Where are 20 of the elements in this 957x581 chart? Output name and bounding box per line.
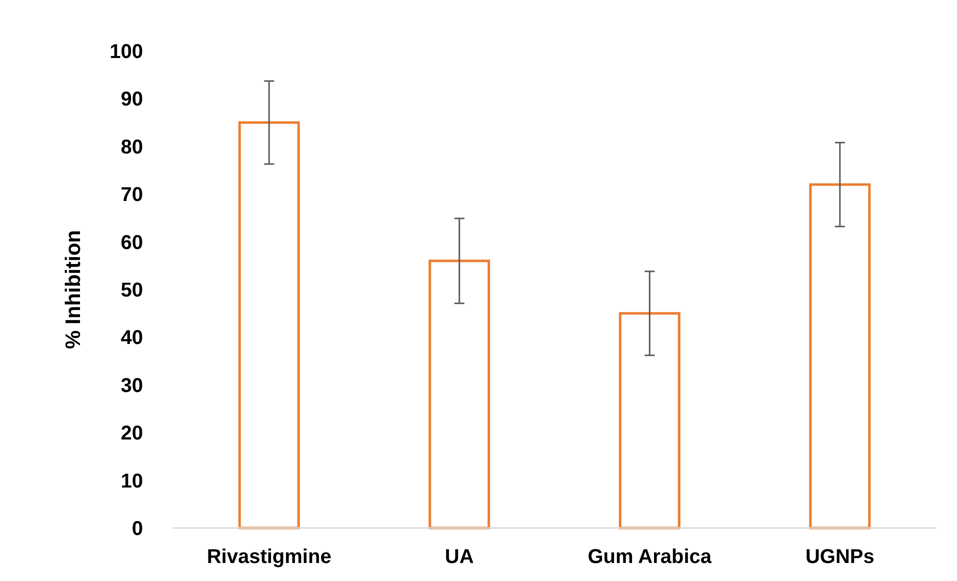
y-tick-label: 90 bbox=[120, 88, 143, 111]
x-tick-label: Rivastigmine bbox=[206, 546, 332, 568]
bar bbox=[809, 183, 871, 530]
bar bbox=[428, 260, 490, 530]
y-tick-label: 50 bbox=[120, 280, 143, 302]
y-tick-label: 80 bbox=[120, 136, 143, 158]
y-tick-label: 0 bbox=[132, 518, 143, 540]
y-tick-label: 30 bbox=[120, 374, 143, 397]
y-tick-label: 70 bbox=[120, 184, 143, 206]
bar bbox=[618, 312, 680, 530]
y-axis-title: % Inhibition bbox=[62, 230, 85, 349]
y-tick-label: 100 bbox=[110, 41, 143, 63]
y-tick-label: 10 bbox=[120, 470, 143, 492]
bar bbox=[238, 121, 300, 530]
x-tick-label: UGNPs bbox=[805, 546, 874, 568]
y-tick-label: 20 bbox=[120, 422, 143, 445]
x-tick-label: UA bbox=[444, 546, 474, 568]
x-tick-label: Gum Arabica bbox=[588, 546, 712, 568]
y-tick-label: 60 bbox=[120, 232, 143, 254]
y-tick-label: 40 bbox=[120, 327, 143, 350]
